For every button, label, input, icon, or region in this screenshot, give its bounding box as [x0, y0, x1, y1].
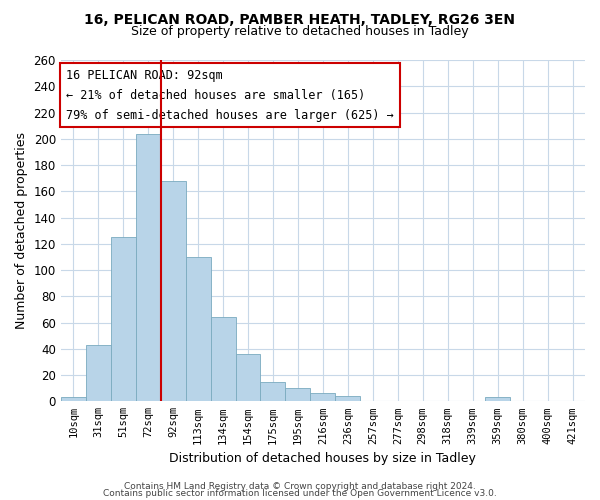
Bar — [185, 257, 211, 402]
Text: Contains public sector information licensed under the Open Government Licence v3: Contains public sector information licen… — [103, 490, 497, 498]
Text: 16, PELICAN ROAD, PAMBER HEATH, TADLEY, RG26 3EN: 16, PELICAN ROAD, PAMBER HEATH, TADLEY, … — [85, 12, 515, 26]
Bar — [310, 394, 335, 402]
Bar — [485, 398, 510, 402]
Bar — [236, 354, 260, 402]
Bar — [111, 237, 136, 402]
Bar — [286, 388, 310, 402]
X-axis label: Distribution of detached houses by size in Tadley: Distribution of detached houses by size … — [169, 452, 476, 465]
Y-axis label: Number of detached properties: Number of detached properties — [15, 132, 28, 329]
Bar — [61, 398, 86, 402]
Text: Contains HM Land Registry data © Crown copyright and database right 2024.: Contains HM Land Registry data © Crown c… — [124, 482, 476, 491]
Text: Size of property relative to detached houses in Tadley: Size of property relative to detached ho… — [131, 25, 469, 38]
Bar — [161, 181, 185, 402]
Bar — [211, 318, 236, 402]
Bar — [260, 382, 286, 402]
Text: 16 PELICAN ROAD: 92sqm
← 21% of detached houses are smaller (165)
79% of semi-de: 16 PELICAN ROAD: 92sqm ← 21% of detached… — [66, 68, 394, 122]
Bar — [335, 396, 361, 402]
Bar — [86, 345, 111, 402]
Bar — [136, 134, 161, 402]
